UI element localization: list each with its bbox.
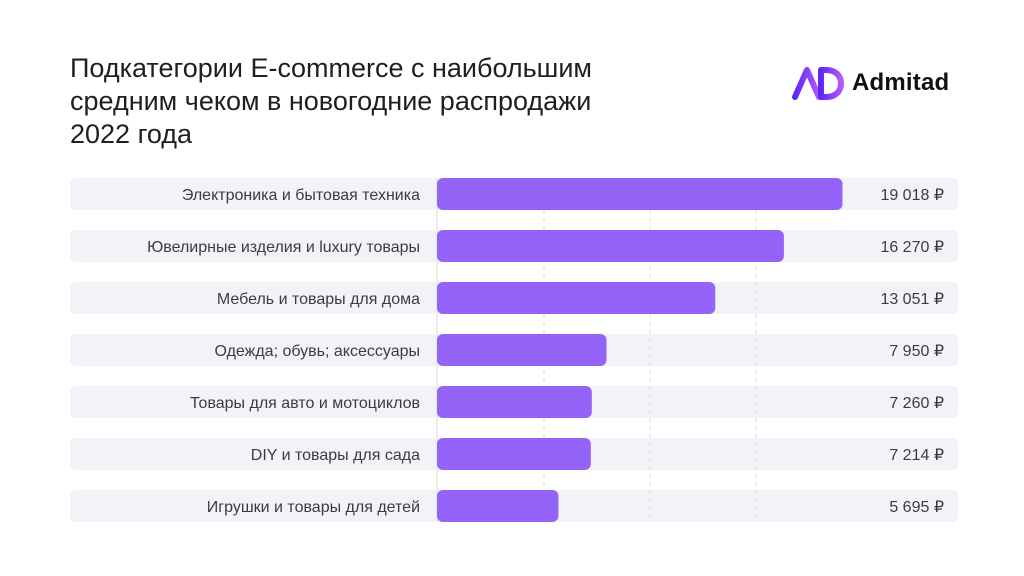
chart-title-line-1: Подкатегории E-commerce с наибольшим	[70, 53, 592, 83]
category-label: Игрушки и товары для детей	[207, 499, 420, 516]
chart-title-line-2: средним чеком в новогодние распродажи	[70, 86, 592, 116]
category-label: DIY и товары для сада	[251, 447, 420, 464]
category-label: Товары для авто и мотоциклов	[190, 395, 420, 412]
bar	[437, 282, 716, 314]
category-label: Мебель и товары для дома	[217, 291, 420, 308]
admitad-logo: Admitad	[792, 66, 949, 100]
bar	[437, 230, 784, 262]
value-label: 19 018 ₽	[880, 187, 944, 204]
chart-title: Подкатегории E-commerce с наибольшим сре…	[70, 52, 710, 151]
bar	[437, 490, 559, 522]
value-label: 16 270 ₽	[880, 239, 944, 256]
category-label: Одежда; обувь; аксессуары	[214, 343, 420, 360]
bar	[437, 438, 591, 470]
bar	[437, 334, 607, 366]
value-label: 7 950 ₽	[889, 343, 944, 360]
value-label: 7 214 ₽	[889, 447, 944, 464]
bar	[437, 386, 592, 418]
bar	[437, 178, 843, 210]
category-label: Ювелирные изделия и luxury товары	[147, 239, 420, 256]
admitad-logo-icon	[792, 67, 844, 100]
value-label: 13 051 ₽	[880, 291, 944, 308]
value-label: 5 695 ₽	[889, 499, 944, 516]
value-label: 7 260 ₽	[889, 395, 944, 412]
brand-name: Admitad	[852, 69, 950, 96]
chart-title-line-3: 2022 года	[70, 119, 193, 149]
category-label: Электроника и бытовая техника	[182, 187, 420, 204]
